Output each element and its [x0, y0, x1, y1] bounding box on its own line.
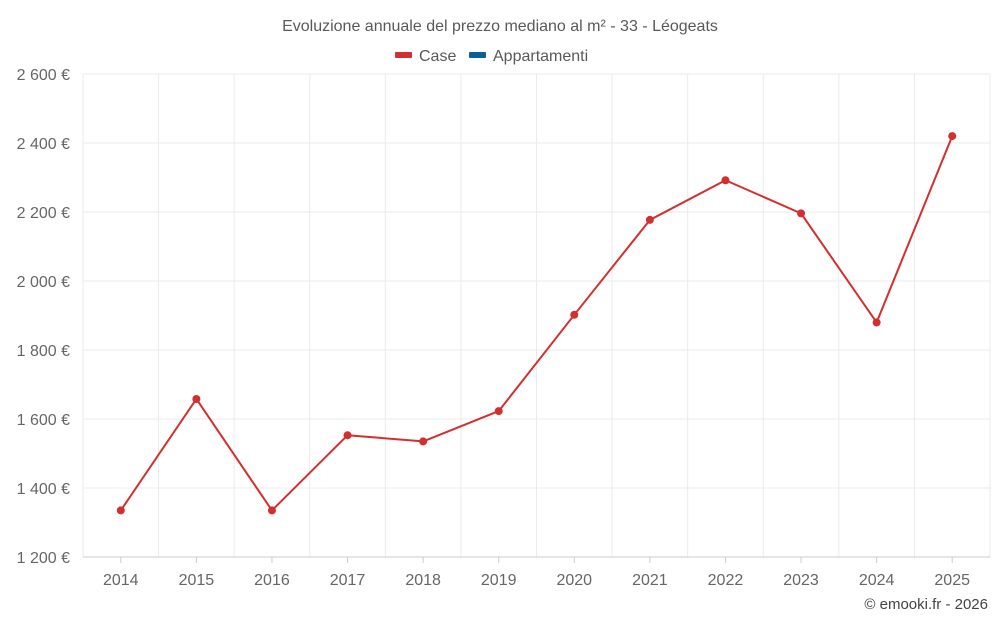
- series-case: [116, 132, 957, 515]
- y-tick-label: 2 400 €: [17, 136, 70, 153]
- legend-swatch-appartamenti: [469, 52, 486, 58]
- legend-item-case[interactable]: Case: [395, 48, 456, 65]
- data-point-case: [116, 506, 125, 515]
- data-point-case: [948, 132, 957, 141]
- data-point-case: [721, 176, 730, 185]
- x-tick-label: 2018: [405, 572, 441, 589]
- gridlines: [82, 73, 991, 557]
- legend-label-appartamenti: Appartamenti: [493, 48, 588, 65]
- y-tick-label: 1 600 €: [17, 412, 70, 429]
- x-tick-label: 2016: [254, 572, 290, 589]
- x-tick-label: 2020: [556, 572, 592, 589]
- legend-swatch-case: [395, 52, 412, 58]
- data-point-case: [419, 437, 428, 446]
- credit-text: © emooki.fr - 2026: [864, 596, 988, 613]
- x-tick-label: 2015: [179, 572, 215, 589]
- data-point-case: [570, 310, 579, 319]
- data-point-case: [645, 215, 654, 224]
- legend: Case Appartamenti: [395, 48, 588, 65]
- x-tick-label: 2014: [103, 572, 139, 589]
- y-tick-label: 1 200 €: [17, 550, 70, 567]
- data-point-case: [797, 209, 806, 218]
- series-line-case: [119, 135, 954, 512]
- y-tick-label: 1 400 €: [17, 481, 70, 498]
- x-tick-label: 2023: [783, 572, 819, 589]
- x-tick-label: 2025: [934, 572, 970, 589]
- y-tick-label: 2 200 €: [17, 205, 70, 222]
- y-tick-label: 1 800 €: [17, 343, 70, 360]
- y-tick-label: 2 600 €: [17, 67, 70, 84]
- data-point-case: [494, 407, 503, 416]
- y-tick-label: 2 000 €: [17, 274, 70, 291]
- data-point-case: [192, 394, 201, 403]
- data-point-case: [267, 506, 276, 515]
- x-tick-label: 2017: [330, 572, 366, 589]
- data-point-case: [872, 318, 881, 327]
- x-tick-label: 2019: [481, 572, 517, 589]
- x-tick-label: 2021: [632, 572, 668, 589]
- y-axis: 1 200 € 1 400 € 1 600 € 1 800 € 2 000 € 2 200…: [17, 67, 70, 567]
- x-axis: 2014 2015 2016 2017 2018 2019 2020 2021 2022 2023…: [83, 556, 990, 589]
- x-tick-label: 2022: [708, 572, 744, 589]
- data-point-case: [343, 431, 352, 440]
- x-tick-label: 2024: [859, 572, 895, 589]
- chart-title: Evoluzione annuale del prezzo mediano al…: [282, 18, 718, 35]
- legend-label-case: Case: [419, 48, 456, 65]
- legend-item-appartamenti[interactable]: Appartamenti: [469, 48, 588, 65]
